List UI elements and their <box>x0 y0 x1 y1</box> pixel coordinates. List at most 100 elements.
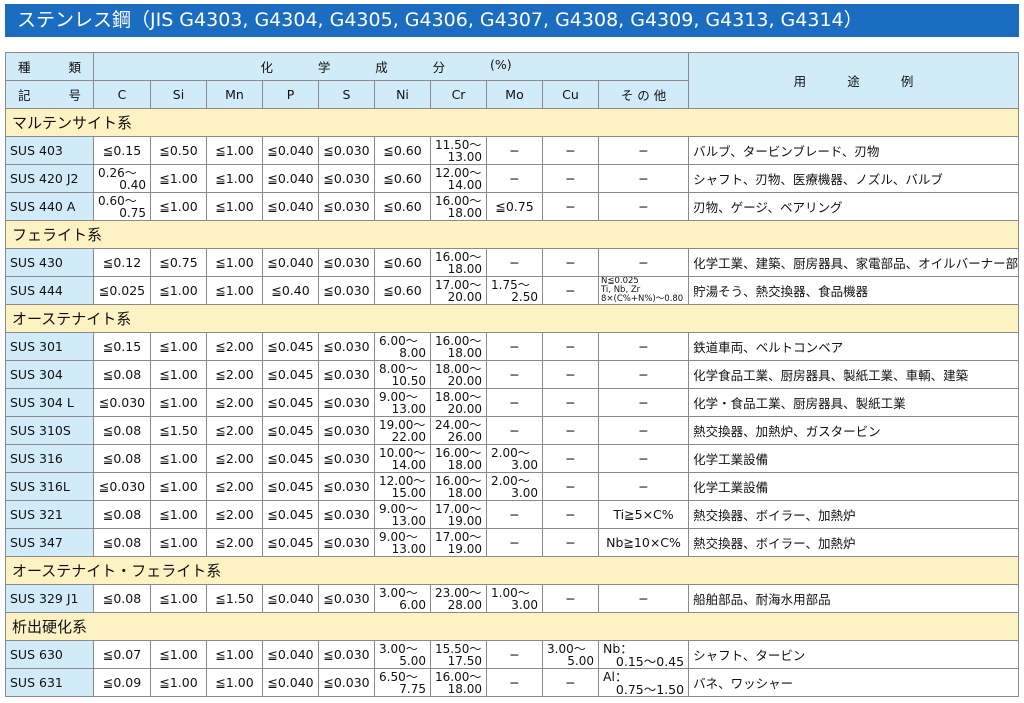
text: 分 <box>432 60 446 75</box>
use-cell: 熱交換器、加熱炉、ガスタービン <box>688 416 1019 445</box>
text: 3.00～ <box>379 641 418 656</box>
value-cell: − <box>597 192 690 221</box>
value-cell: ≦0.040 <box>262 248 319 277</box>
value-cell: ≦0.08 <box>93 528 151 557</box>
section-row: マルテンサイト系 <box>5 108 1019 137</box>
value-cell: − <box>597 360 690 389</box>
value-cell: − <box>597 416 690 445</box>
composition-header: 化 学 成 分 (%) <box>92 52 690 81</box>
column-header: Si <box>150 80 207 109</box>
steel-type: SUS 631 <box>5 668 94 697</box>
text: 17.00～ <box>435 277 482 292</box>
range-cell: 1.75～ 2.50 <box>486 276 543 305</box>
value-cell: ≦0.15 <box>93 332 151 361</box>
text: 24.00～ <box>435 417 482 432</box>
text: 2.00～ <box>491 473 530 488</box>
steel-type: SUS 301 <box>5 332 94 361</box>
table-row: SUS 316 ≦0.08 ≦1.00 ≦2.00 ≦0.045 ≦0.030 10.00～… <box>5 444 1019 473</box>
value-cell: − <box>542 584 599 613</box>
value-cell: − <box>486 248 543 277</box>
text: 例 <box>900 74 914 89</box>
range-cell: 9.00～ 13.00 <box>374 500 431 529</box>
range-cell: 2.00～ 3.00 <box>486 444 543 473</box>
text: Al： <box>603 668 628 684</box>
value-cell: − <box>542 360 599 389</box>
steel-type: SUS 316 <box>5 444 94 473</box>
value-cell: ≦0.045 <box>262 528 319 557</box>
value-cell: − <box>597 164 690 193</box>
value-cell: ≦0.040 <box>262 136 319 165</box>
value-cell: − <box>597 472 690 501</box>
value-cell: ≦0.030 <box>318 584 375 613</box>
text: 3.00 <box>511 485 538 500</box>
value-cell: ≦1.00 <box>150 360 207 389</box>
range-cell: 23.00～ 28.00 <box>430 584 487 613</box>
table-row: SUS 347 ≦0.08 ≦1.00 ≦2.00 ≦0.045 ≦0.030 9.00～ 1… <box>5 528 1019 557</box>
text: 5.00 <box>567 653 594 668</box>
value-cell: ≦1.00 <box>150 192 207 221</box>
section-title: マルテンサイト系 <box>5 108 1019 137</box>
text: 0.15～0.45 <box>615 653 685 669</box>
text: 18.00 <box>447 485 482 500</box>
text: 途 <box>847 74 860 89</box>
range-cell: 16.00～ 18.00 <box>430 192 487 221</box>
range-cell: 18.00～ 20.00 <box>430 388 487 417</box>
steel-type: SUS 420 J2 <box>5 164 94 193</box>
value-cell: ≦0.60 <box>374 276 431 305</box>
text: 14.00 <box>391 457 426 472</box>
value-cell: ≦1.00 <box>150 332 207 361</box>
value-cell: − <box>542 248 599 277</box>
value-cell: − <box>486 416 543 445</box>
value-cell: ≦1.00 <box>150 276 207 305</box>
text: 3.00 <box>511 457 538 472</box>
text: 19.00 <box>447 541 482 556</box>
text: 16.00～ <box>435 333 482 348</box>
value-cell: ≦1.00 <box>150 500 207 529</box>
column-header: S <box>318 80 375 109</box>
table-row: SUS 444 ≦0.025 ≦1.00 ≦1.00 ≦0.40 ≦0.030 ≦0.60 1… <box>5 276 1019 305</box>
value-cell: ≦2.00 <box>206 472 263 501</box>
value-cell: ≦0.045 <box>262 416 319 445</box>
value-cell: ≦0.07 <box>93 640 151 669</box>
text: 16.00～ <box>435 193 482 208</box>
text: 16.00～ <box>435 249 482 264</box>
text: 2.50 <box>511 289 538 304</box>
text: 1.75～ <box>491 277 530 292</box>
value-cell: − <box>542 500 599 529</box>
use-cell: バネ、ワッシャー <box>688 668 1019 697</box>
value-cell: Ti≧5×C% <box>597 500 690 529</box>
value-cell: ≦0.08 <box>93 500 151 529</box>
range-cell: 3.00～ 5.00 <box>542 640 599 669</box>
value-cell: − <box>542 192 599 221</box>
value-cell: − <box>542 388 599 417</box>
value-cell: ≦1.00 <box>150 668 207 697</box>
text: 3.00 <box>511 597 538 612</box>
value-cell: ≦0.025 <box>93 276 151 305</box>
column-header: そ の 他 <box>597 80 690 109</box>
value-cell: ≦0.60 <box>374 136 431 165</box>
steel-type: SUS 329 J1 <box>5 584 94 613</box>
value-cell: ≦0.15 <box>93 136 151 165</box>
value-cell: ≦1.50 <box>150 416 207 445</box>
text: 13.00 <box>447 149 482 164</box>
value-cell: ≦2.00 <box>206 388 263 417</box>
page-title: ステンレス鋼（JIS G4303, G4304, G4305, G4306, G… <box>5 4 1019 37</box>
use-cell: 船舶部品、耐海水用部品 <box>688 584 1019 613</box>
value-cell: − <box>542 332 599 361</box>
value-cell: ≦0.030 <box>318 668 375 697</box>
range-cell: 3.00～ 5.00 <box>374 640 431 669</box>
value-cell: − <box>486 500 543 529</box>
value-cell: ≦2.00 <box>206 500 263 529</box>
range-cell: 17.00～ 19.00 <box>430 528 487 557</box>
value-cell: ≦0.08 <box>93 444 151 473</box>
value-cell: − <box>486 360 543 389</box>
value-cell: ≦0.030 <box>318 388 375 417</box>
use-cell: 化学工業設備 <box>688 472 1019 501</box>
range-cell: 12.00～ 14.00 <box>430 164 487 193</box>
value-cell: ≦1.00 <box>206 276 263 305</box>
column-header: C <box>93 80 151 109</box>
text: 0.40 <box>119 177 146 192</box>
value-cell: ≦2.00 <box>206 444 263 473</box>
value-cell: ≦0.030 <box>318 248 375 277</box>
steel-type: SUS 430 <box>5 248 94 277</box>
